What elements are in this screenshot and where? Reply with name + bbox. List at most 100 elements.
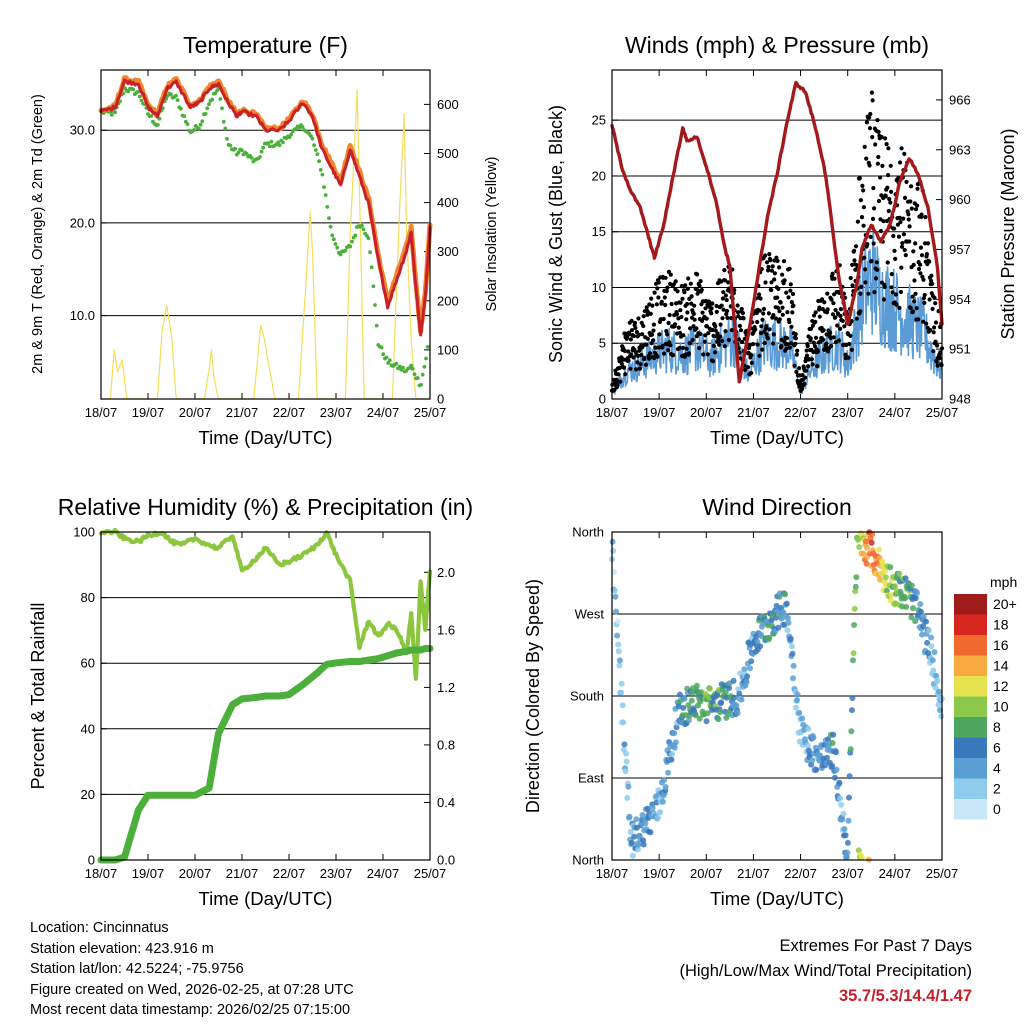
x-tick-label: 25/07 <box>926 866 959 881</box>
gust-point <box>726 280 731 285</box>
gust-point <box>643 362 649 367</box>
gust-point <box>769 280 774 285</box>
gust-point <box>780 312 785 317</box>
gust-point <box>878 175 883 180</box>
direction-point <box>616 662 623 669</box>
direction-point <box>869 531 876 538</box>
gust-point <box>743 367 748 372</box>
gust-point <box>760 347 765 352</box>
direction-point <box>642 820 649 827</box>
direction-point <box>644 805 651 812</box>
gust-point <box>628 366 633 371</box>
direction-point <box>766 634 773 641</box>
gust-point <box>843 352 848 357</box>
direction-point <box>621 741 628 748</box>
gust-point <box>822 300 827 305</box>
gust-point <box>908 305 913 310</box>
direction-point <box>877 576 884 583</box>
gust-point <box>638 362 643 367</box>
dewpoint-point <box>300 125 305 129</box>
gust-point <box>659 299 664 304</box>
y2-tick-label: 0.4 <box>437 795 455 810</box>
direction-point <box>810 734 817 741</box>
gust-point <box>864 156 869 161</box>
direction-point <box>847 746 854 753</box>
gust-point <box>623 372 628 377</box>
gust-point <box>695 272 700 277</box>
gust-point <box>805 343 810 349</box>
gust-point <box>804 368 809 373</box>
dewpoint-point <box>384 355 389 360</box>
x-tick-label: 21/07 <box>226 405 259 420</box>
gust-point <box>829 343 834 349</box>
direction-point <box>628 839 635 846</box>
dewpoint-point <box>131 87 136 92</box>
direction-point <box>715 716 722 723</box>
direction-point <box>928 643 935 650</box>
gust-point <box>831 301 836 306</box>
gust-point <box>875 118 880 123</box>
gust-point <box>919 253 925 258</box>
direction-point <box>631 833 638 840</box>
direction-point <box>920 613 927 620</box>
gust-point <box>655 286 660 291</box>
gust-point <box>893 256 898 261</box>
direction-point <box>693 682 700 689</box>
dewpoint-point <box>210 97 215 102</box>
direction-point <box>662 784 669 790</box>
gust-point <box>652 290 657 295</box>
gust-point <box>841 343 846 348</box>
dewpoint-point <box>330 233 335 238</box>
dewpoint-point <box>174 93 178 98</box>
x-tick-label: 18/07 <box>85 405 118 420</box>
gust-point <box>663 302 668 308</box>
direction-point <box>859 854 865 861</box>
gust-point <box>674 312 680 317</box>
gust-point <box>788 288 793 293</box>
direction-point <box>639 812 646 818</box>
gust-point <box>754 310 759 316</box>
gust-point <box>813 310 818 315</box>
gust-point <box>852 248 857 253</box>
gust-point <box>758 296 763 301</box>
gust-point <box>914 306 919 311</box>
x-tick-label: 18/07 <box>596 866 629 881</box>
dewpoint-point <box>369 265 374 270</box>
gust-point <box>833 315 838 320</box>
dewpoint-point <box>394 361 399 366</box>
gust-point <box>894 302 899 307</box>
direction-point <box>896 570 903 577</box>
gust-point <box>650 303 655 308</box>
y-axis-label-right: Solar Insolation (Yellow) <box>484 156 500 311</box>
gust-point <box>749 370 754 376</box>
gust-point <box>835 323 840 328</box>
dewpoint-point <box>218 97 223 101</box>
dewpoint-point <box>310 136 315 141</box>
direction-point <box>824 754 830 761</box>
direction-point <box>903 604 910 610</box>
gust-point <box>820 297 825 302</box>
gust-point <box>927 259 932 264</box>
gust-point <box>870 135 875 140</box>
gust-point <box>793 336 799 341</box>
gust-point <box>859 284 864 289</box>
x-tick-label: 22/07 <box>273 866 306 881</box>
dewpoint-point <box>259 149 264 154</box>
x-tick-label: 25/07 <box>926 405 959 420</box>
gust-point <box>883 194 888 199</box>
gust-point <box>720 296 726 301</box>
gust-point <box>852 258 857 263</box>
direction-point <box>738 696 745 703</box>
gust-point <box>653 345 658 350</box>
gust-point <box>785 342 790 347</box>
gust-point <box>749 360 755 365</box>
gust-point <box>793 341 798 346</box>
direction-point <box>654 814 661 821</box>
y-tick-label: 40 <box>81 721 95 736</box>
gust-point <box>895 222 901 227</box>
direction-point <box>804 742 811 749</box>
x-tick-label: 18/07 <box>596 405 629 420</box>
y-tick-label: 10 <box>592 280 606 295</box>
direction-point <box>622 768 629 775</box>
legend-label: 6 <box>993 740 1001 756</box>
